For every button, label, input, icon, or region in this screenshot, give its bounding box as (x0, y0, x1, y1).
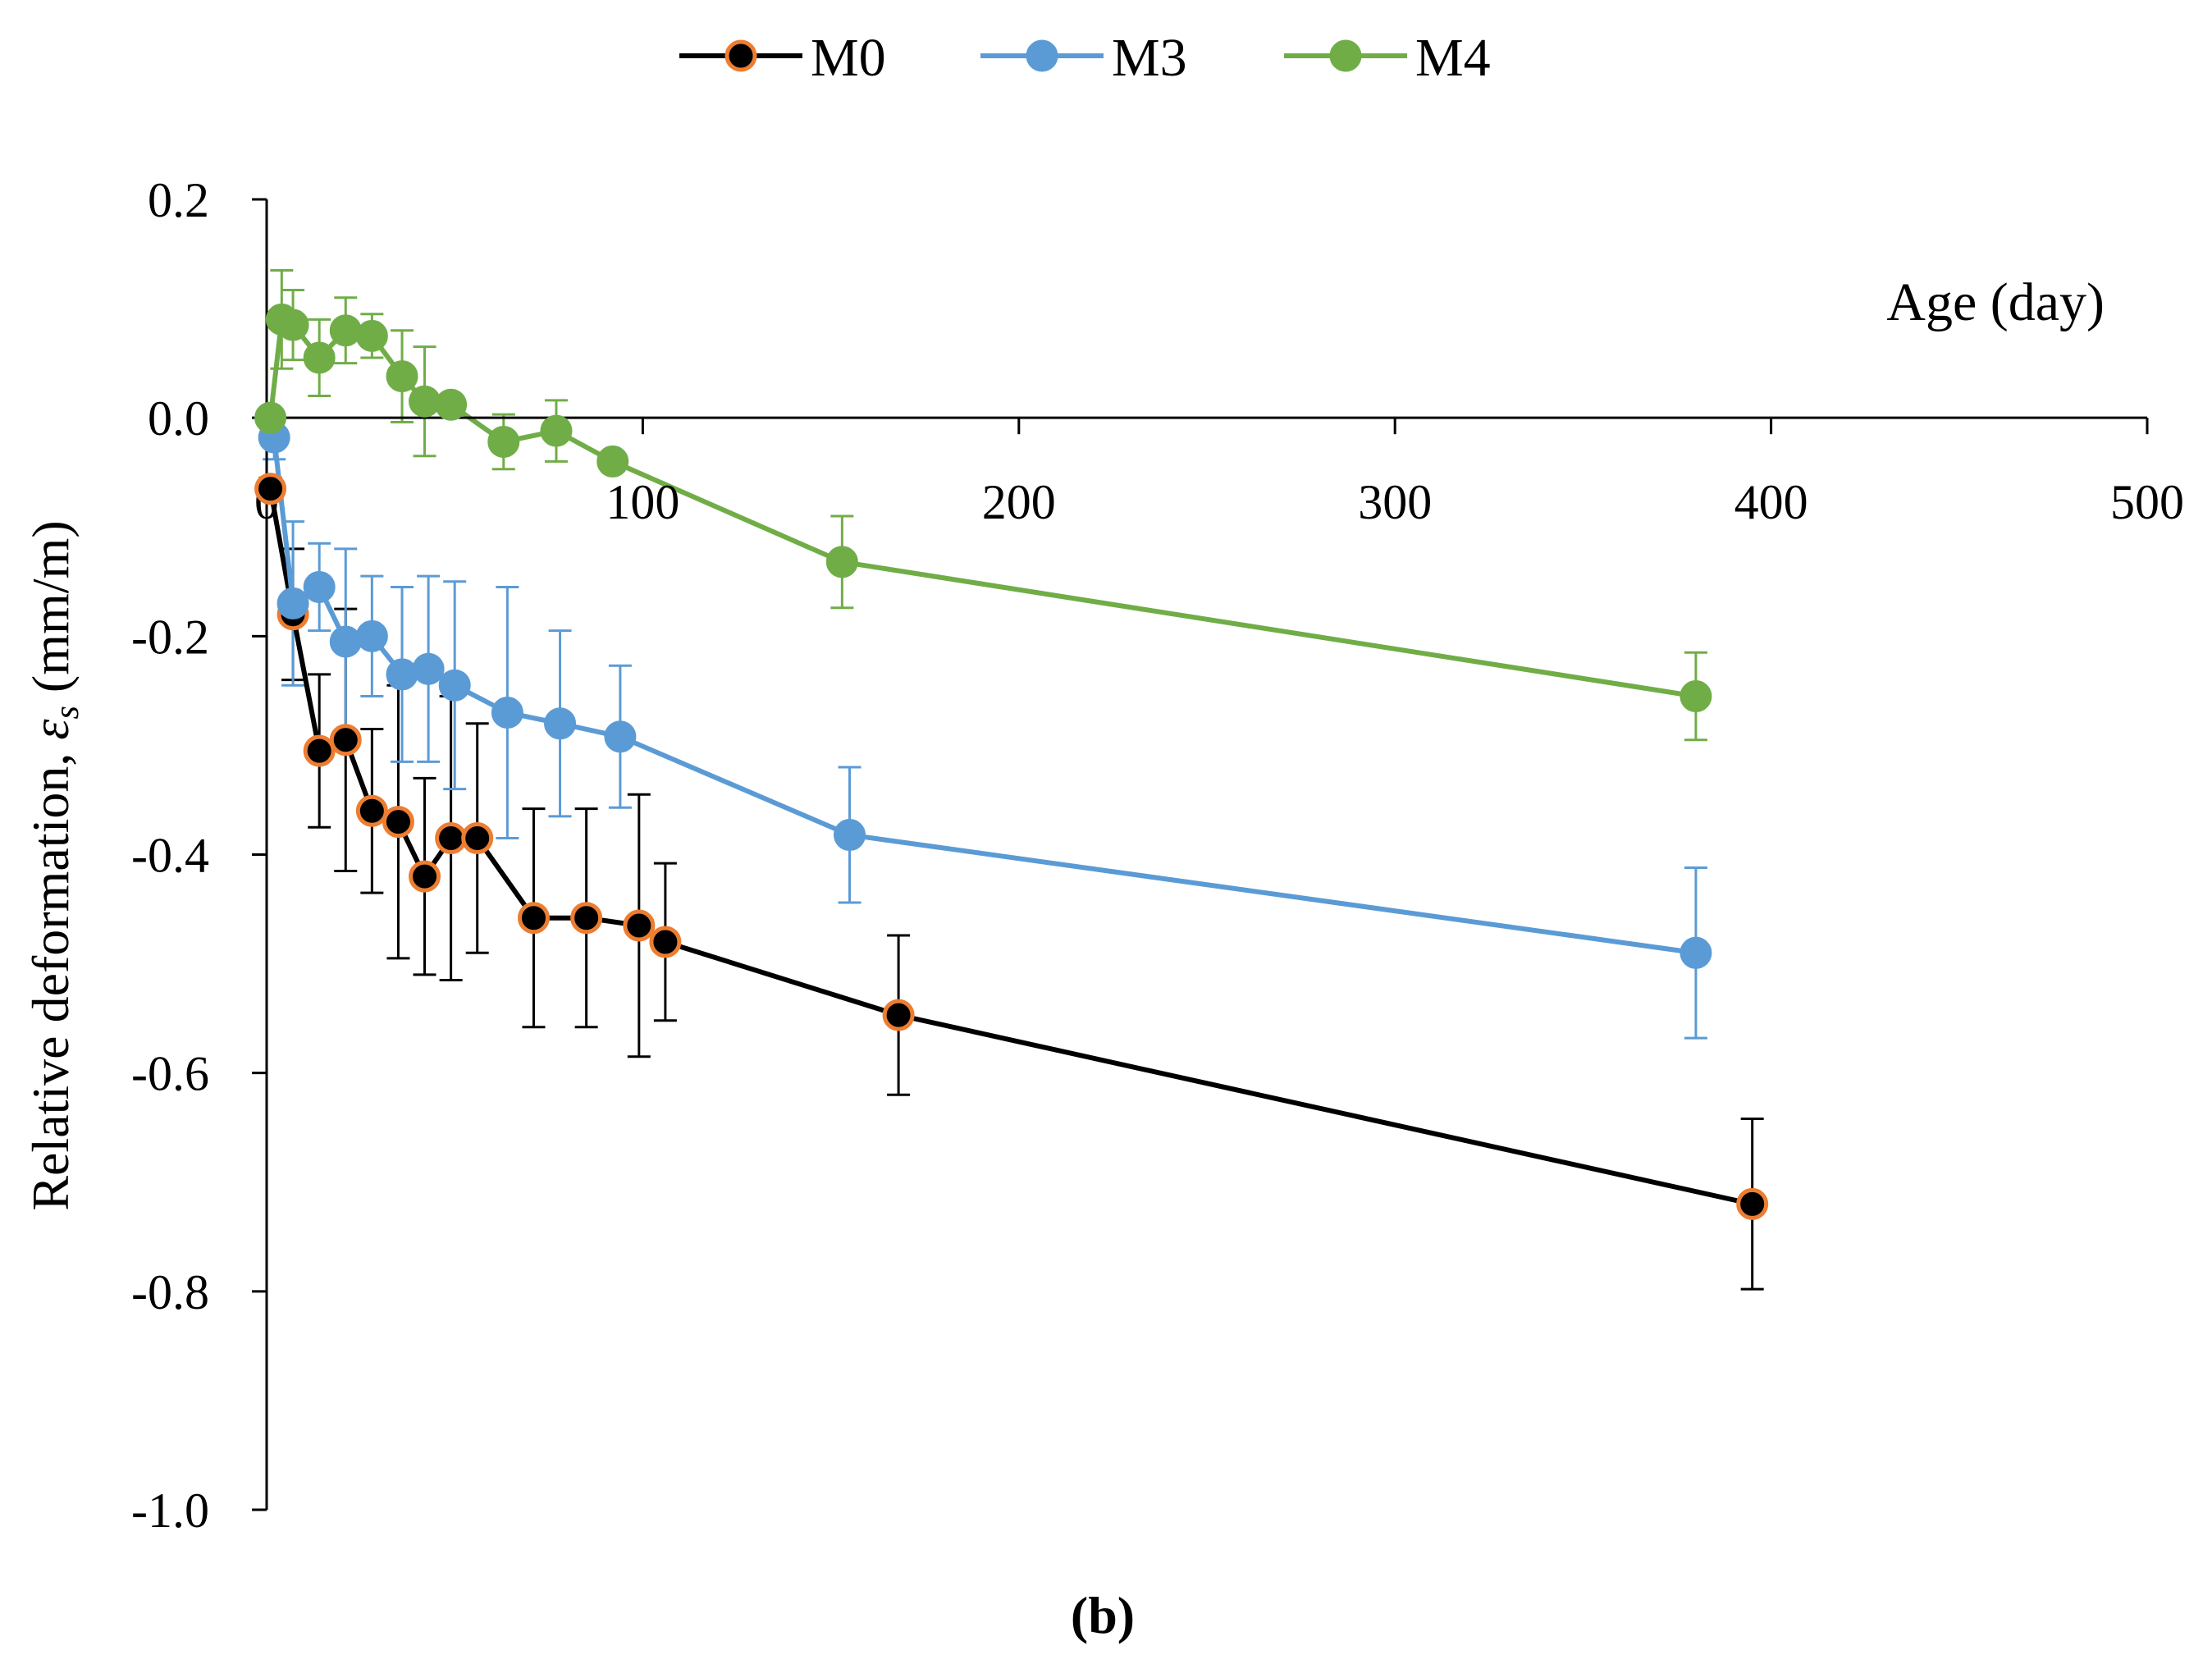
data-point-m3 (834, 819, 866, 852)
data-point-m3 (412, 652, 445, 685)
x-tick-label: 300 (1358, 475, 1432, 529)
data-point-m3 (604, 720, 637, 753)
legend-marker-m4 (1329, 39, 1362, 72)
legend-marker-m3 (1026, 39, 1058, 72)
series-line-m0 (267, 488, 1753, 1207)
data-point-m4 (386, 360, 418, 393)
x-tick-label: 100 (606, 475, 679, 529)
data-point-m0 (303, 734, 336, 767)
data-point-m0 (382, 806, 414, 839)
data-point-m4 (540, 414, 573, 447)
y-axis-label: Relative deformation, εs (mm/m) (21, 520, 86, 1210)
data-point-m0 (329, 724, 362, 757)
y-tick-label: -0.8 (131, 1265, 209, 1319)
data-point-m3 (303, 570, 336, 603)
x-tick-label: 500 (2110, 475, 2184, 529)
data-point-m0 (461, 822, 494, 855)
data-point-m0 (882, 999, 915, 1031)
legend-label-m4: M4 (1415, 28, 1491, 88)
data-point-m3 (329, 625, 362, 658)
y-tick-label: -1.0 (131, 1484, 209, 1538)
legend: M0 M3 M4 (679, 28, 1491, 88)
data-point-m0 (254, 473, 287, 505)
y-axis-label-subscript: s (48, 706, 86, 719)
data-point-m4 (276, 309, 309, 341)
chart-texts: Age (day) Relative deformation, εs (mm/m… (21, 272, 2105, 1644)
y-tick-label: 0.2 (148, 173, 209, 227)
data-point-m0 (570, 902, 603, 935)
y-axis-label-suffix: (mm/m) (21, 520, 80, 706)
y-tick-label: 0.0 (148, 391, 209, 446)
data-point-m4 (596, 445, 629, 478)
data-point-m4 (254, 401, 287, 434)
error-bars (258, 269, 1764, 1291)
y-axis-label-symbol: ε (21, 719, 80, 740)
x-tick-label: 200 (982, 475, 1056, 529)
data-point-m0 (1736, 1187, 1769, 1220)
data-point-m4 (329, 314, 362, 347)
data-point-m0 (517, 902, 550, 935)
data-point-m4 (435, 388, 468, 421)
y-axis-label-prefix: Relative deformation, (21, 740, 80, 1211)
data-point-m0 (435, 822, 468, 855)
legend-marker-m0 (724, 39, 757, 72)
data-point-m3 (491, 696, 523, 729)
data-point-m4 (303, 341, 336, 374)
data-point-m0 (409, 860, 441, 893)
data-point-m4 (487, 425, 520, 458)
data-point-m4 (355, 319, 388, 352)
data-point-m3 (276, 587, 309, 619)
x-tick-label: 400 (1734, 475, 1808, 529)
data-point-m3 (386, 658, 418, 691)
y-tick-label: -0.4 (131, 829, 209, 883)
data-point-m0 (649, 926, 682, 958)
markers (254, 303, 1769, 1220)
data-point-m0 (623, 909, 656, 942)
legend-label-m0: M0 (811, 28, 886, 88)
legend-label-m3: M3 (1112, 28, 1187, 88)
y-tick-label: -0.2 (131, 610, 209, 664)
data-point-m4 (1680, 680, 1712, 713)
data-point-m3 (1680, 936, 1712, 969)
data-point-m3 (544, 707, 577, 740)
data-point-m0 (355, 794, 388, 827)
x-axis-label: Age (day) (1886, 272, 2105, 332)
data-point-m3 (438, 669, 471, 702)
data-point-m4 (409, 385, 441, 418)
y-tick-label: -0.6 (131, 1047, 209, 1101)
data-point-m3 (355, 619, 388, 652)
data-point-m4 (825, 546, 858, 578)
figure-caption: (b) (1071, 1586, 1135, 1644)
